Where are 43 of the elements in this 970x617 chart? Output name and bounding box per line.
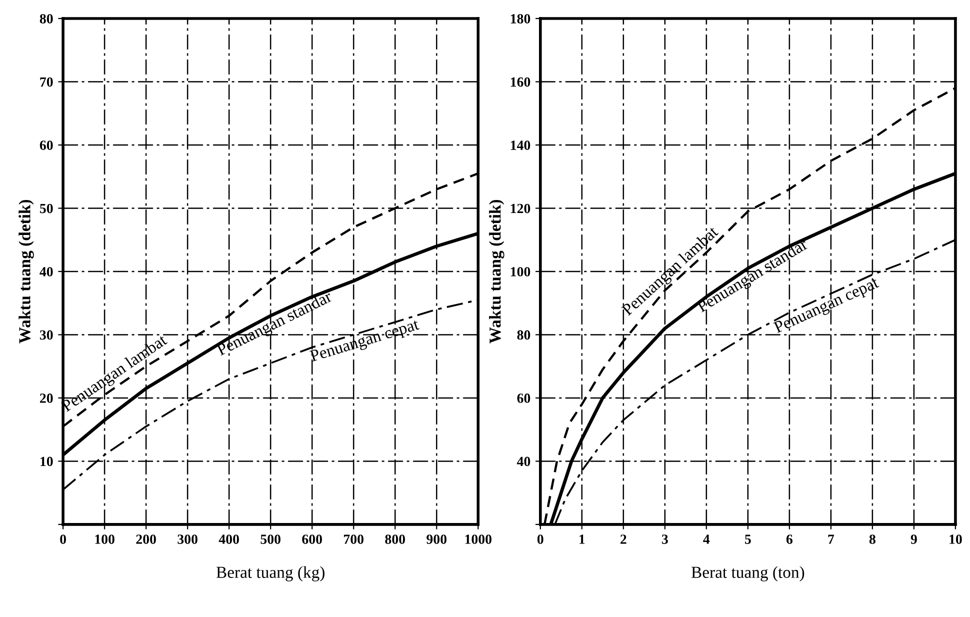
- y-tick-label: 80: [517, 330, 530, 340]
- text: Penuangan cepat: [309, 318, 421, 365]
- y-tick-label: 60: [40, 140, 53, 150]
- x-tick-label: 5: [745, 534, 751, 544]
- y-tick-label: 30: [40, 330, 53, 340]
- x-tick-label: 700: [344, 534, 364, 544]
- x-tick-label: 800: [385, 534, 405, 544]
- x-tick-label: 100: [95, 534, 114, 544]
- x-tick-label: 8: [869, 534, 876, 544]
- y-tick-label: 100: [510, 267, 530, 276]
- y-tick-label: 120: [510, 204, 530, 214]
- x-tick-label: 6: [786, 534, 792, 544]
- x-tick-label: 900: [426, 534, 446, 544]
- y-tick-label: 10: [40, 456, 53, 466]
- y-tick-label: 160: [510, 77, 530, 87]
- x-tick-label: 1: [580, 534, 585, 544]
- y-tick-label: 40: [40, 267, 53, 276]
- y-tick-label: 50: [40, 204, 53, 214]
- x-axis-title: Berat tuang (kg): [216, 566, 324, 582]
- y-tick-label: 20: [40, 394, 53, 403]
- y-tick-label: 80: [40, 14, 53, 24]
- x-tick-label: 600: [302, 534, 322, 544]
- x-tick-label: 400: [218, 534, 239, 544]
- x-tick-label: 3: [662, 534, 668, 544]
- x-tick-label: 1000: [465, 534, 492, 544]
- x-axis-title: Berat tuang (ton): [691, 566, 804, 582]
- x-tick-label: 10: [950, 534, 962, 544]
- x-tick-label: 2: [620, 534, 626, 544]
- x-tick-label: 0: [60, 534, 66, 544]
- y-tick-label: 70: [40, 77, 53, 87]
- y-tick-label: 180: [510, 14, 530, 24]
- x-tick-label: 0: [537, 534, 544, 544]
- y-tick-label: 60: [517, 394, 530, 403]
- y-tick-label: 40: [516, 456, 530, 466]
- x-tick-label: 4: [703, 534, 710, 544]
- x-tick-label: 7: [828, 534, 834, 544]
- y-tick-label: 140: [510, 140, 530, 150]
- y-axis-title: Waktu tuang (detik): [489, 200, 504, 344]
- x-tick-label: 300: [178, 534, 198, 544]
- x-tick-label: 9: [910, 534, 917, 544]
- y-axis-title: Waktu tuang (detik): [18, 200, 34, 344]
- x-tick-label: 500: [260, 534, 280, 544]
- x-tick-label: 200: [136, 534, 156, 544]
